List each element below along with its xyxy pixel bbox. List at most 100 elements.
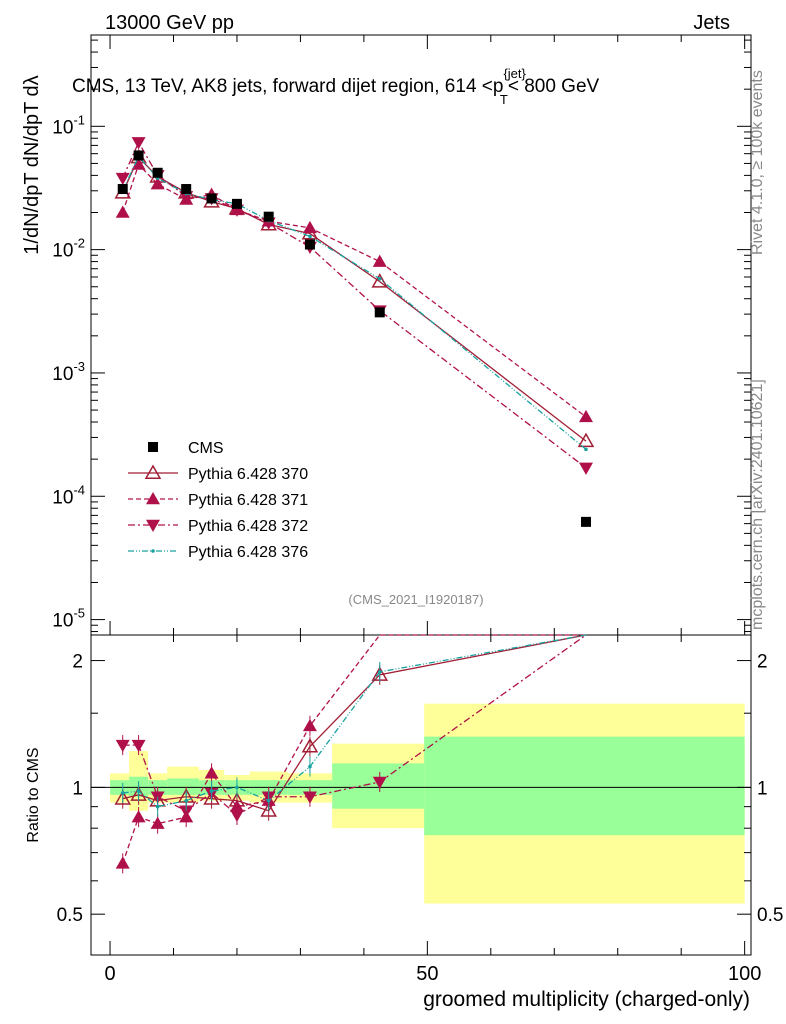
point-Pythia-6428-371 [131, 157, 146, 170]
legend-label: Pythia 6.428 372 [188, 518, 308, 535]
chart-title: CMS, 13 TeV, AK8 jets, forward dijet reg… [72, 66, 600, 107]
point-cms [304, 239, 315, 250]
ratio-point-Pythia-6428-376 [136, 789, 141, 793]
legend-marker-cms [148, 442, 158, 452]
ratio-point-Pythia-6428-372 [229, 809, 244, 822]
y-tick-label: 10-1 [52, 112, 85, 138]
ratio-point-Pythia-6428-372 [372, 776, 387, 789]
point-Pythia-6428-372 [131, 137, 146, 150]
point-Pythia-6428-371 [115, 205, 130, 218]
ratio-y-tick-label: 1 [72, 778, 83, 799]
legend-label: CMS [188, 440, 224, 457]
ratio-line-Pythia-6428-371 [122, 634, 586, 864]
ratio-point-Pythia-6428-371 [150, 816, 165, 829]
ratio-point-Pythia-6428-371 [204, 766, 219, 779]
ratio-y-tick-label: 0.5 [57, 905, 83, 926]
point-cms [133, 150, 144, 161]
legend-marker [144, 464, 162, 479]
ratio-point-Pythia-6428-372 [302, 791, 317, 804]
y-tick-label: 10-4 [52, 482, 85, 508]
point-cms [231, 198, 242, 209]
point-Pythia-6428-370 [371, 273, 389, 288]
ratio-point-Pythia-6428-372 [179, 805, 194, 818]
point-Pythia-6428-372 [115, 172, 130, 186]
analysis-id: (CMS_2021_I1920187) [348, 592, 483, 607]
point-Pythia-6428-371 [579, 409, 593, 423]
legend-label: Pythia 6.428 376 [188, 544, 308, 561]
ratio-point-Pythia-6428-376 [235, 785, 239, 790]
ratio-point-Pythia-6428-371 [302, 718, 317, 732]
legend-marker [146, 492, 160, 505]
main-plot-series [114, 137, 595, 527]
axis-ticks: 0 50 100 10-1 10-2 10-3 10-4 10-5 0.5 0.5 1 1 2 2 [52, 35, 783, 985]
ratio-point-Pythia-6428-376 [184, 798, 188, 803]
ratio-bands [91, 703, 751, 904]
rivet-version-label: Rivet 4.1.0, ≥ 100k events [749, 70, 766, 255]
point-cms [374, 307, 385, 318]
point-Pythia-6428-370 [577, 432, 595, 448]
point-cms [117, 184, 128, 195]
legend-label: Pythia 6.428 371 [188, 492, 308, 509]
header-right: Jets [693, 12, 730, 34]
ratio-point-Pythia-6428-370 [203, 790, 220, 805]
ratio-y-tick-label-right: 0.5 [757, 905, 783, 926]
point-cms [581, 516, 591, 527]
ratio-plot-series [114, 634, 587, 874]
ratio-y-tick-label-right: 1 [757, 778, 768, 799]
ratio-point-Pythia-6428-372 [131, 739, 146, 753]
ratio-point-Pythia-6428-370 [260, 802, 277, 817]
ratio-point-Pythia-6428-376 [155, 804, 160, 809]
x-axis-label: groomed multiplicity (charged-only) [423, 988, 750, 1011]
x-tick-label: 100 [728, 963, 761, 985]
header-left: 13000 GeV pp [105, 12, 234, 34]
ratio-y-tick-label: 2 [72, 652, 83, 673]
green-band-3 [167, 778, 199, 795]
legend-marker [151, 549, 155, 553]
mcplots-label: mcplots.cern.ch [arXiv:2401.10621] [749, 379, 766, 630]
y-axis-label-ratio: Ratio to CMS [25, 747, 42, 842]
title-main: CMS, 13 TeV, AK8 jets, forward dijet reg… [72, 76, 503, 97]
ratio-point-Pythia-6428-370 [301, 738, 319, 753]
point-cms [263, 211, 274, 222]
ratio-point-Pythia-6428-376 [209, 789, 214, 793]
point-Pythia-6428-371 [372, 254, 387, 267]
point-Pythia-6428-376 [377, 277, 382, 281]
title-superscript: {jet} [503, 66, 526, 81]
x-tick-label: 0 [104, 963, 115, 985]
y-tick-label: 10-2 [52, 236, 85, 262]
legend-label: Pythia 6.428 370 [188, 466, 308, 483]
line-Pythia-6428-370 [122, 156, 587, 442]
ratio-point-Pythia-6428-370 [114, 790, 132, 805]
ratio-point-Pythia-6428-376 [377, 670, 382, 674]
ratio-point-Pythia-6428-376 [120, 791, 125, 795]
x-tick-label: 50 [416, 963, 438, 985]
legend: CMS Pythia 6.428 370 Pythia 6.428 371 Pythi… [128, 440, 308, 561]
green-band-9 [424, 736, 745, 836]
ratio-point-Pythia-6428-372 [115, 739, 130, 753]
line-Pythia-6428-372 [122, 140, 587, 469]
ratio-line-Pythia-6428-372 [122, 634, 587, 816]
ratio-point-Pythia-6428-371 [131, 810, 146, 823]
point-cms [181, 184, 192, 195]
y-tick-label: 10-5 [52, 606, 85, 632]
ratio-y-tick-label-right: 2 [757, 652, 768, 673]
y-tick-label: 10-3 [52, 359, 85, 385]
line-Pythia-6428-371 [122, 163, 587, 418]
title-tail: < 800 GeV [508, 76, 600, 97]
ratio-line-Pythia-6428-370 [122, 634, 587, 812]
point-Pythia-6428-371 [150, 177, 165, 190]
ratio-point-Pythia-6428-371 [115, 856, 130, 869]
line-Pythia-6428-376 [122, 155, 587, 450]
point-Pythia-6428-371 [302, 220, 317, 234]
y-axis-label-main: 1/dN/dpT dN/dpT dλ [21, 75, 43, 254]
ratio-point-Pythia-6428-376 [266, 798, 271, 803]
legend-marker [146, 519, 160, 532]
point-Pythia-6428-372 [579, 462, 593, 475]
point-cms [206, 193, 217, 204]
ratio-line-Pythia-6428-376 [122, 634, 587, 808]
point-Pythia-6428-376 [584, 447, 588, 452]
point-cms [152, 167, 163, 178]
ratio-point-Pythia-6428-376 [308, 764, 312, 769]
point-Pythia-6428-376 [308, 234, 312, 239]
